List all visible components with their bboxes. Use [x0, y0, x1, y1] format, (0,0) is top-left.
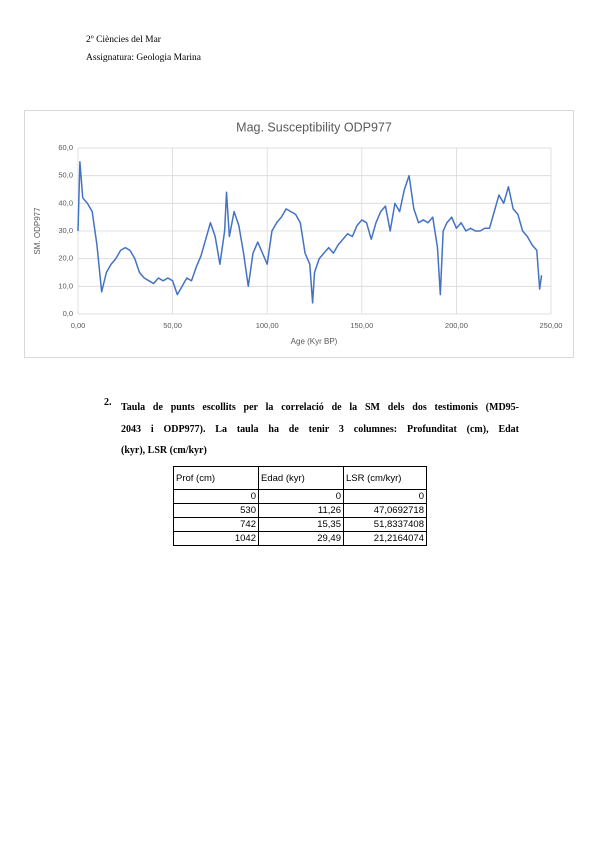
table-row: 742 15,35 51,8337408 — [173, 517, 427, 532]
text-line: Taula de punts escollits per la correlac… — [121, 402, 519, 413]
table-header: Prof (cm) Edad (kyr) LSR (cm/kyr) — [173, 466, 427, 490]
y-axis-label: SM. ODP977 — [33, 207, 42, 255]
table-cell: 51,8337408 — [343, 517, 427, 532]
data-table: Prof (cm) Edad (kyr) LSR (cm/kyr) 0 0 0 530… — [173, 466, 427, 546]
table-cell: 15,35 — [258, 517, 344, 532]
x-tick-label: 50,00 — [163, 321, 182, 330]
table-cell: 11,26 — [258, 503, 344, 518]
y-tick-label: 50,0 — [58, 171, 73, 180]
header-line: Assignatura: Geologia Marina — [86, 53, 202, 63]
table-cell: 742 — [173, 517, 259, 532]
x-tick-label: 200,00 — [445, 321, 468, 330]
chart-title: Mag. Susceptibility ODP977 — [236, 120, 392, 134]
table-cell: 21,2164074 — [343, 531, 427, 546]
y-tick-label: 0,0 — [63, 309, 73, 318]
y-tick-label: 40,0 — [58, 198, 73, 207]
table-cell: 0 — [343, 489, 427, 504]
table-cell: 0 — [258, 489, 344, 504]
x-tick-label: 0,00 — [71, 321, 86, 330]
x-tick-label: 250,00 — [540, 321, 563, 330]
table-cell: 0 — [173, 489, 259, 504]
y-tick-label: 60,0 — [58, 143, 73, 152]
x-axis-label: Age (Kyr BP) — [291, 337, 338, 346]
table-cell: 1042 — [173, 531, 259, 546]
table-cell: 47,0692718 — [343, 503, 427, 518]
x-tick-label: 100,00 — [256, 321, 279, 330]
table-cell: 530 — [173, 503, 259, 518]
text-line: (kyr), LSR (cm/kyr) — [121, 445, 207, 456]
text-line: 2043 i ODP977). La taula ha de tenir 3 c… — [121, 423, 519, 435]
data-line — [77, 161, 543, 304]
table-row: 530 11,26 47,0692718 — [173, 503, 427, 518]
chart: Mag. Susceptibility ODP977 Age (Kyr BP) … — [24, 110, 574, 358]
table-row: 1042 29,49 21,2164074 — [173, 531, 427, 546]
header-cell: Edad (kyr) — [258, 466, 344, 490]
y-tick-label: 20,0 — [58, 254, 73, 263]
table-body: 0 0 0 530 11,26 47,0692718 742 15,35 51,8337408 1… — [173, 489, 427, 546]
table-cell: 29,49 — [258, 531, 344, 546]
y-tick-label: 10,0 — [58, 281, 73, 290]
header-line: 2º Ciències del Mar — [86, 35, 161, 45]
x-tick-label: 150,00 — [350, 321, 373, 330]
chart-frame — [24, 110, 574, 358]
section-number: 2. — [104, 397, 112, 408]
section-text: Taula de punts escollits per la correlac… — [121, 397, 519, 462]
header-cell: Prof (cm) — [173, 466, 259, 490]
header-cell: LSR (cm/kyr) — [343, 466, 427, 490]
y-tick-label: 30,0 — [58, 226, 73, 235]
